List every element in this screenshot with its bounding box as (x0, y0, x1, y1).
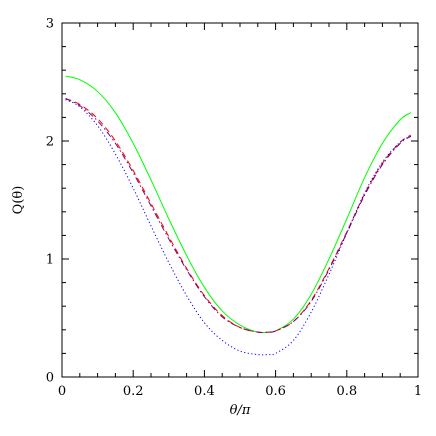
y-tick-label: 1 (46, 253, 54, 268)
tick-labels: 0 0.2 0.4 0.6 0.8 1 0 1 2 3 (46, 17, 422, 400)
y-axis-label: Q(θ) (11, 186, 26, 215)
series-line-4 (65, 99, 412, 356)
x-axis-label: θ/π (230, 403, 251, 418)
x-tick-label: 0.6 (265, 384, 286, 399)
series-layer (65, 75, 412, 356)
x-tick-label: 1 (414, 384, 422, 399)
series-line-1 (65, 75, 412, 334)
x-tick-label: 0.4 (194, 384, 215, 399)
y-tick-label: 0 (46, 371, 54, 386)
x-tick-label: 0.2 (123, 384, 144, 399)
y-tick-label: 3 (46, 17, 54, 32)
x-tick-label: 0 (58, 384, 66, 399)
plot-frame (61, 22, 419, 378)
x-tick-label: 0.8 (336, 384, 357, 399)
series-line-2 (65, 98, 412, 334)
y-tick-label: 2 (46, 135, 54, 150)
series-line-3 (65, 98, 412, 334)
axis-ticks (61, 22, 419, 378)
